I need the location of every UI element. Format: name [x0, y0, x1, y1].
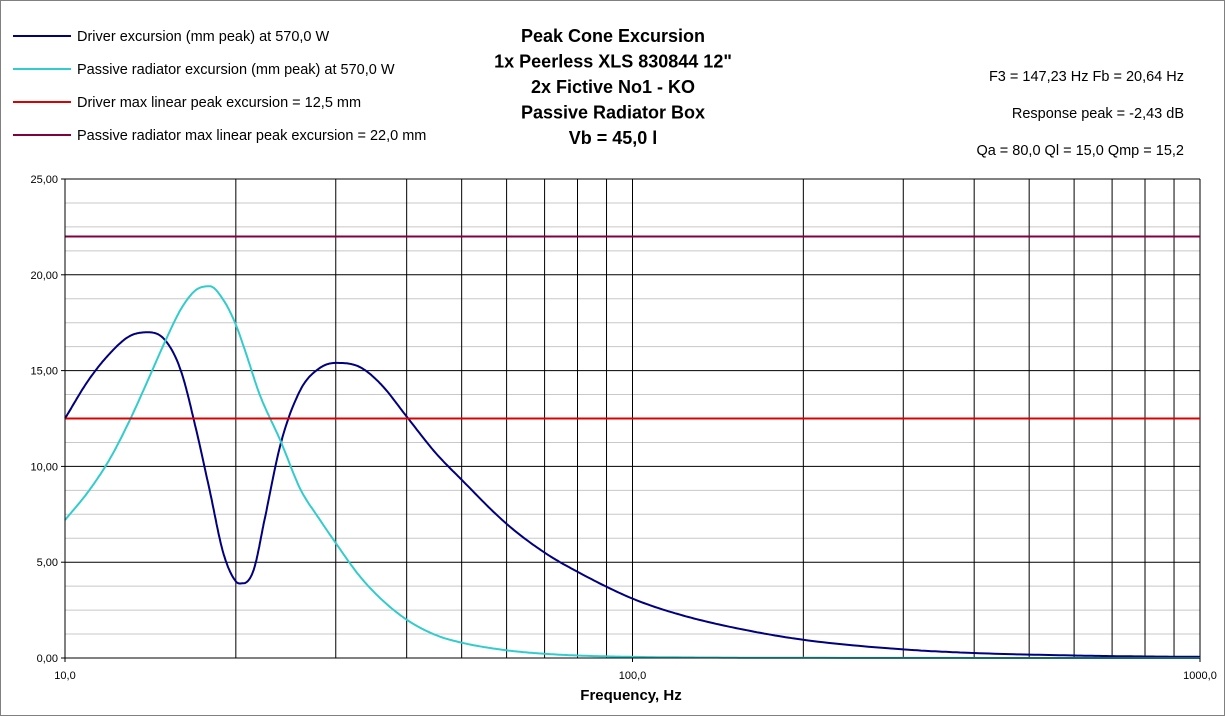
x-tick-label: 10,0: [54, 670, 75, 682]
x-tick-label: 1000,0: [1183, 670, 1217, 682]
legend-entry-3: Driver max linear peak excursion = 12,5 …: [77, 95, 361, 111]
title-line-3: 2x Fictive No1 - KO: [531, 77, 695, 97]
series-line-2: [64, 285, 1200, 659]
y-tick-label: 0,00: [37, 653, 58, 665]
title-line-2: 1x Peerless XLS 830844 12": [494, 52, 732, 72]
info-panel: F3 = 147,23 Hz Fb = 20,64 Hz Response pea…: [976, 69, 1184, 159]
series-lines: [64, 235, 1201, 659]
series-line-1: [64, 331, 1201, 658]
y-tick-label: 5,00: [37, 557, 58, 569]
legend-entry-4: Passive radiator max linear peak excursi…: [77, 128, 426, 144]
legend-entry-2: Passive radiator excursion (mm peak) at …: [77, 62, 395, 78]
axes: 0,00 5,00 10,00 15,00 20,00 25,00 10,0 100,0 100…: [30, 174, 1216, 682]
info-line-3: Qa = 80,0 Ql = 15,0 Qmp = 15,2: [976, 143, 1184, 159]
legend-entry-1: Driver excursion (mm peak) at 570,0 W: [77, 29, 330, 45]
x-tick-label: 100,0: [619, 670, 647, 682]
info-line-2: Response peak = -2,43 dB: [1012, 106, 1184, 122]
y-tick-label: 25,00: [30, 174, 58, 186]
legend: Driver excursion (mm peak) at 570,0 W Pas…: [13, 29, 426, 144]
info-line-1: F3 = 147,23 Hz Fb = 20,64 Hz: [989, 69, 1184, 85]
title-line-1: Peak Cone Excursion: [521, 26, 705, 46]
y-tick-label: 10,00: [30, 461, 58, 473]
title-line-4: Passive Radiator Box: [521, 103, 705, 123]
y-tick-label: 20,00: [30, 270, 58, 282]
chart-title: Peak Cone Excursion 1x Peerless XLS 83084…: [494, 26, 732, 148]
title-line-5: Vb = 45,0 l: [569, 128, 658, 148]
x-axis-label: Frequency, Hz: [580, 687, 681, 704]
y-tick-label: 15,00: [30, 366, 58, 378]
